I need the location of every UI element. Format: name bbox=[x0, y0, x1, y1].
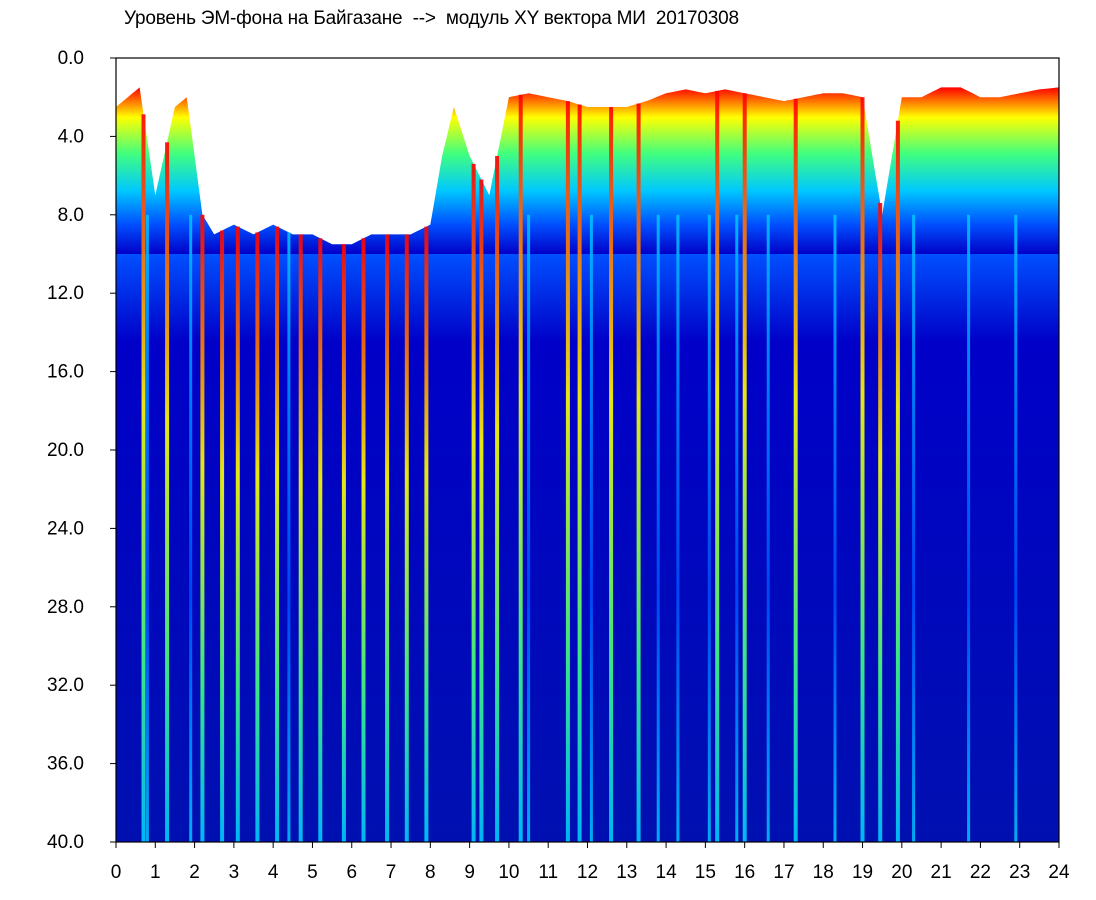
heatmap-hot-stripe bbox=[361, 238, 366, 842]
x-tick-label: 10 bbox=[498, 862, 519, 883]
heatmap-hot-stripe bbox=[165, 142, 170, 842]
x-tick-label: 7 bbox=[386, 862, 397, 883]
heatmap-hot-stripe bbox=[793, 98, 798, 842]
x-tick-label: 20 bbox=[891, 862, 912, 883]
y-tick-label: 8.0 bbox=[58, 205, 84, 226]
x-tick-label: 24 bbox=[1048, 862, 1070, 883]
heatmap-hot-stripe bbox=[636, 103, 641, 842]
heatmap-lower-band bbox=[116, 254, 1059, 842]
y-tick-label: 4.0 bbox=[58, 126, 84, 147]
heatmap-hot-stripe bbox=[895, 120, 900, 842]
heatmap-cool-stripe bbox=[656, 214, 660, 842]
heatmap-hot-stripe bbox=[565, 101, 570, 842]
x-tick-label: 14 bbox=[656, 862, 678, 883]
heatmap-upper-band bbox=[116, 87, 1059, 255]
heatmap-hot-stripe bbox=[518, 94, 523, 842]
y-tick-label: 16.0 bbox=[47, 362, 84, 383]
y-tick-label: 20.0 bbox=[47, 440, 84, 461]
heatmap-hot-stripe bbox=[609, 107, 614, 842]
heatmap-cool-stripe bbox=[527, 214, 531, 842]
heatmap-cool-stripe bbox=[1014, 214, 1018, 842]
heatmap-hot-stripe bbox=[235, 226, 240, 842]
heatmap-cool-stripe bbox=[589, 214, 593, 842]
x-tick-label: 23 bbox=[1009, 862, 1030, 883]
x-tick-label: 11 bbox=[538, 862, 558, 883]
x-tick-label: 2 bbox=[189, 862, 200, 883]
heatmap-hot-stripe bbox=[200, 214, 205, 842]
heatmap-cool-stripe bbox=[707, 214, 711, 842]
x-tick-label: 22 bbox=[970, 862, 991, 883]
plot-area bbox=[115, 57, 1060, 843]
heatmap-cool-stripe bbox=[287, 232, 291, 842]
x-tick-label: 16 bbox=[734, 862, 755, 883]
heatmap-cool-stripe bbox=[912, 214, 916, 842]
y-tick-label: 32.0 bbox=[47, 675, 84, 696]
heatmap-hot-stripe bbox=[860, 97, 865, 842]
heatmap-hot-stripe bbox=[495, 156, 500, 842]
heatmap-hot-stripe bbox=[298, 234, 303, 842]
heatmap-cool-stripe bbox=[766, 214, 770, 842]
x-tick-label: 3 bbox=[229, 862, 240, 883]
heatmap-hot-stripe bbox=[318, 238, 323, 842]
heatmap-hot-stripe bbox=[141, 114, 146, 842]
y-tick-label: 28.0 bbox=[47, 597, 84, 618]
heatmap-hot-stripe bbox=[424, 226, 429, 842]
heatmap-cool-stripe bbox=[833, 214, 837, 842]
x-tick-label: 8 bbox=[425, 862, 436, 883]
heatmap-cool-stripe bbox=[676, 214, 680, 842]
x-tick-label: 21 bbox=[931, 862, 952, 883]
y-tick-label: 36.0 bbox=[47, 754, 84, 775]
heatmap-hot-stripe bbox=[479, 179, 484, 842]
heatmap-cool-stripe bbox=[967, 214, 971, 842]
x-tick-label: 18 bbox=[813, 862, 834, 883]
x-tick-label: 17 bbox=[773, 862, 794, 883]
x-axis: 0 1 2 3 4 5 6 7 8 9 10 11 12 13 14 15 16 17 18 19 20 21 22 23 24 bbox=[111, 842, 1070, 883]
chart-title: Уровень ЭМ-фона на Байгазане --> модуль … bbox=[124, 8, 739, 29]
x-tick-label: 1 bbox=[150, 862, 161, 883]
heatmap-hot-stripe bbox=[220, 230, 225, 842]
heatmap-hot-stripe bbox=[385, 234, 390, 842]
x-tick-label: 19 bbox=[852, 862, 873, 883]
y-tick-label: 40.0 bbox=[47, 832, 84, 853]
y-tick-label: 12.0 bbox=[47, 283, 84, 304]
x-tick-label: 5 bbox=[307, 862, 318, 883]
heatmap-hot-stripe bbox=[471, 163, 476, 842]
heatmap-cool-stripe bbox=[735, 214, 739, 842]
x-tick-label: 4 bbox=[268, 862, 279, 883]
heatmap-hot-stripe bbox=[404, 234, 409, 842]
heatmap-hot-stripe bbox=[878, 203, 883, 842]
x-tick-label: 6 bbox=[346, 862, 357, 883]
x-tick-label: 13 bbox=[616, 862, 637, 883]
heatmap-cool-stripe bbox=[189, 214, 193, 842]
y-tick-label: 24.0 bbox=[47, 518, 84, 539]
heatmap-hot-stripe bbox=[341, 244, 346, 842]
x-tick-label: 15 bbox=[695, 862, 716, 883]
heatmap-hot-stripe bbox=[275, 226, 280, 842]
heatmap-cool-stripe bbox=[145, 214, 149, 842]
heatmap-hot-stripe bbox=[742, 93, 747, 842]
x-tick-label: 12 bbox=[577, 862, 598, 883]
x-tick-label: 9 bbox=[464, 862, 475, 883]
y-tick-label: 0.0 bbox=[58, 48, 84, 69]
heatmap-hot-stripe bbox=[577, 104, 582, 842]
y-axis: 0.0 4.0 8.0 12.0 16.0 20.0 24.0 28.0 32.0 36.0 40.… bbox=[47, 48, 116, 853]
heatmap-hot-stripe bbox=[255, 232, 260, 842]
x-tick-label: 0 bbox=[111, 862, 122, 883]
heatmap-hot-stripe bbox=[715, 90, 720, 842]
